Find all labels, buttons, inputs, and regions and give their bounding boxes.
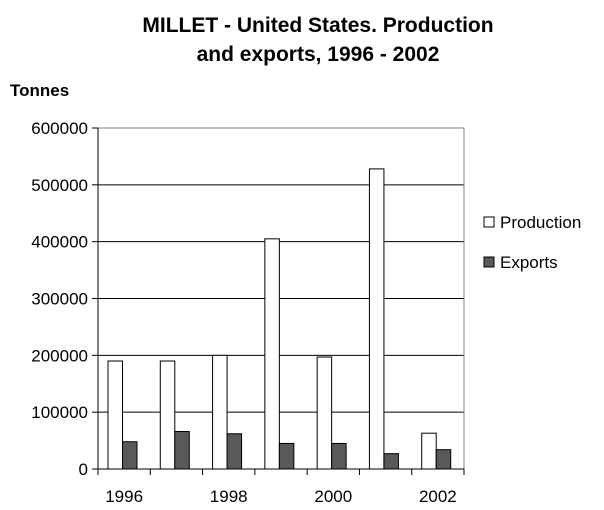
bar-exports-2000 [331,442,347,470]
bar-exports-1998 [226,433,243,470]
chart-title-line-1: MILLET - United States. Production [142,14,493,37]
bar-production-1997 [159,360,176,470]
legend-label-exports: Exports [500,253,558,272]
chart-title-line-2: and exports, 1996 - 2002 [197,43,440,66]
legend-swatch-exports [483,256,495,268]
y-tick-label: 200000 [31,346,88,365]
bar-production-2000 [316,356,333,470]
y-axis-label: Tonnes [10,81,69,100]
x-tick-label: 2002 [419,487,457,506]
bar-exports-1999 [278,442,295,470]
bar-production-1999 [264,238,280,470]
y-tick-label: 100000 [31,403,88,422]
y-tick-label: 300000 [31,290,88,309]
bar-exports-2002 [435,449,452,470]
plot-area: 0 100000 200000 300000 400000 500000 600000 199… [31,119,465,506]
bar-exports-1997 [174,430,190,470]
x-tick-label: 1998 [210,487,248,506]
x-tick-label: 1996 [105,487,143,506]
legend-swatch-production [483,216,495,228]
legend-label-production: Production [500,213,581,232]
bar-production-1996 [107,360,123,470]
y-tick-label: 0 [79,460,88,479]
bar-exports-1996 [122,441,138,470]
bar-production-2002 [421,432,437,470]
bar-production-2001 [368,168,385,470]
legend: Production Exports [483,213,581,272]
bar-exports-2001 [383,453,399,470]
bar-production-1998 [212,354,228,470]
x-tick-label: 2000 [314,487,352,506]
y-tick-label: 400000 [31,233,88,252]
y-tick-label: 500000 [31,176,88,195]
y-tick-label: 600000 [31,119,88,138]
